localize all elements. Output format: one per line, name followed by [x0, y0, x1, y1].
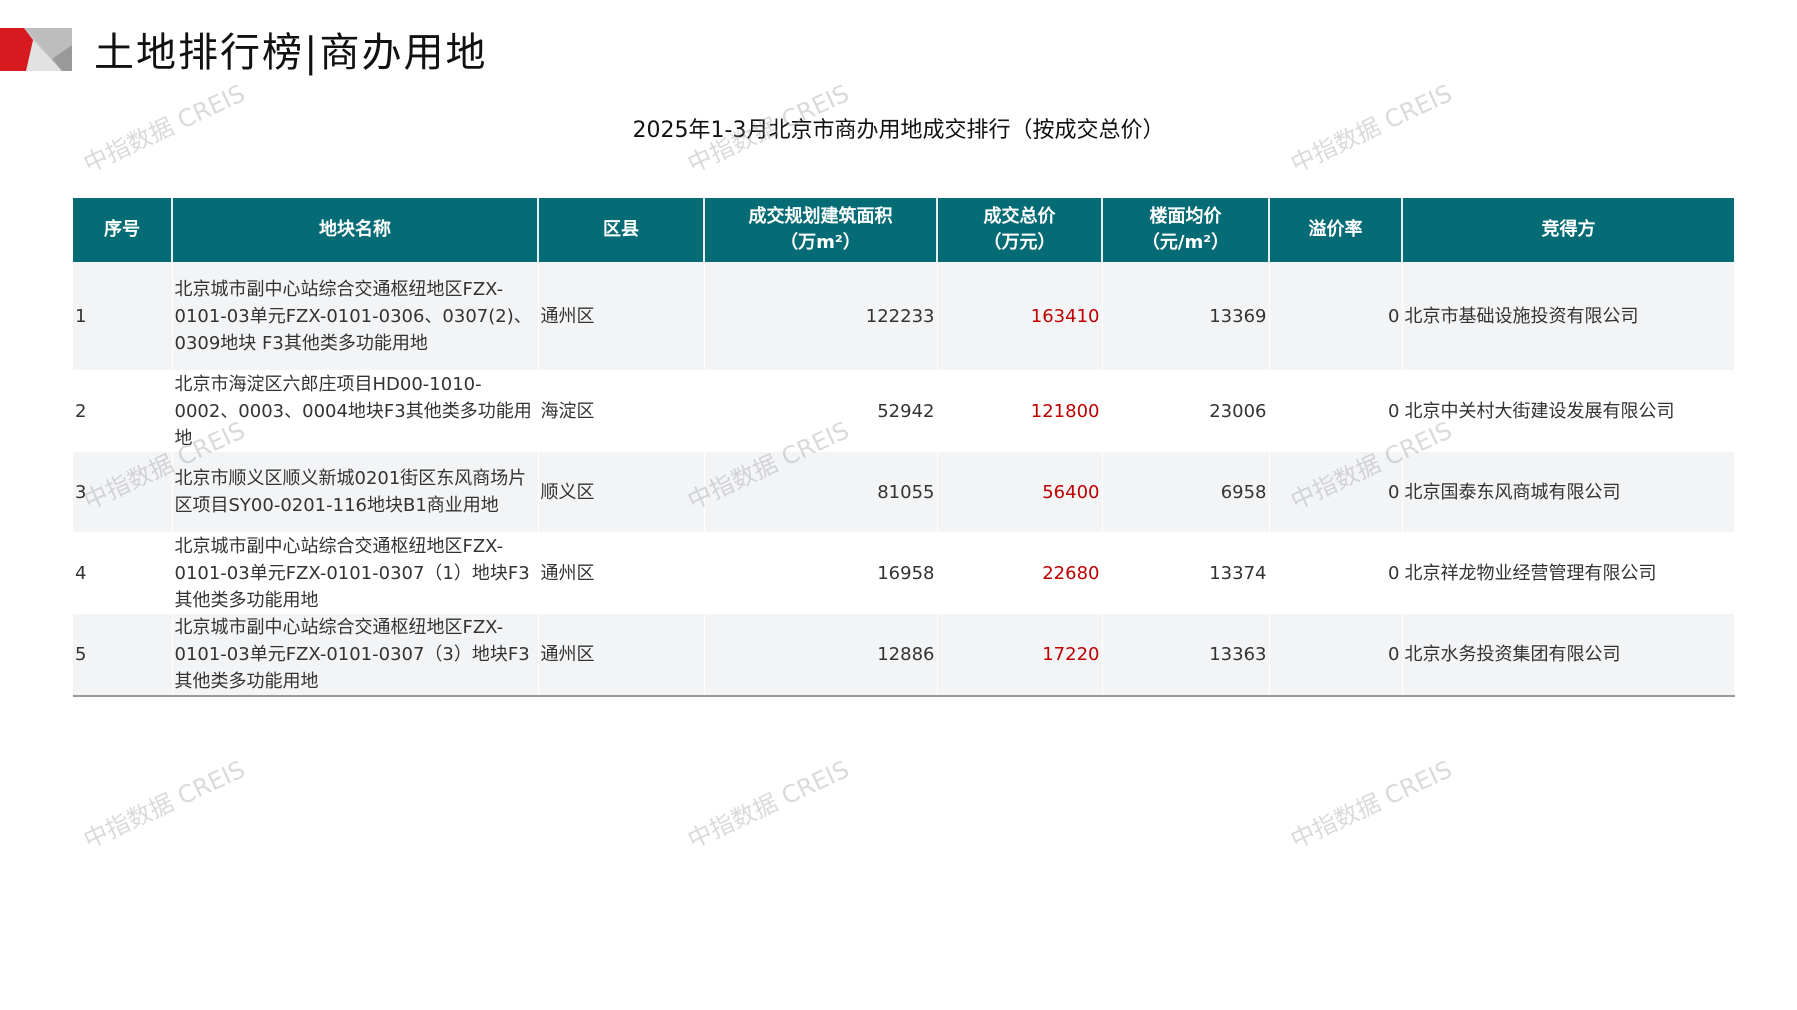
cell-name: 北京城市副中心站综合交通枢纽地区FZX-0101-03单元FZX-0101-03…: [172, 532, 539, 614]
cell-premium: 0: [1269, 262, 1403, 370]
cell-total: 121800: [937, 370, 1103, 452]
column-header-line: 竞得方: [1541, 219, 1596, 240]
column-header-line: 溢价率: [1308, 219, 1363, 240]
column-header: 成交总价 （万元）: [937, 198, 1103, 262]
cell-district: 通州区: [538, 262, 705, 370]
column-header-line: 序号: [104, 219, 140, 240]
column-header-line: 成交总价: [983, 206, 1056, 227]
cell-rank: 4: [73, 532, 173, 614]
cell-name: 北京市顺义区顺义新城0201街区东风商场片区项目SY00-0201-116地块B…: [172, 452, 539, 532]
cell-unit-price: 6958: [1102, 452, 1270, 532]
cell-rank: 2: [73, 370, 173, 452]
table-title: 2025年1-3月北京市商办用地成交排行（按成交总价）: [632, 118, 1165, 143]
cell-area: 16958: [704, 532, 938, 614]
cell-premium: 0: [1269, 532, 1403, 614]
ranking-table: 序号 地块名称 区县 成交规划建筑面积 （万m²） 成交总价 （万元） 楼面均价 （元/m²） 溢…: [73, 198, 1735, 697]
cell-unit-price: 13369: [1102, 262, 1270, 370]
cell-total: 17220: [937, 614, 1103, 697]
cell-unit-price: 23006: [1102, 370, 1270, 452]
table-row: 1 北京城市副中心站综合交通枢纽地区FZX-0101-03单元FZX-0101-0…: [73, 262, 1735, 370]
cell-area: 12886: [704, 614, 938, 697]
cell-winner: 北京祥龙物业经营管理有限公司: [1402, 532, 1735, 614]
cell-name: 北京城市副中心站综合交通枢纽地区FZX-0101-03单元FZX-0101-03…: [172, 614, 539, 697]
table-row: 3 北京市顺义区顺义新城0201街区东风商场片区项目SY00-0201-116地块…: [73, 452, 1735, 532]
column-header: 序号: [73, 198, 173, 262]
cell-total: 56400: [937, 452, 1103, 532]
cell-premium: 0: [1269, 614, 1403, 697]
cell-winner: 北京水务投资集团有限公司: [1402, 614, 1735, 697]
watermark: 中指数据 CREIS: [1286, 755, 1457, 855]
column-header: 楼面均价 （元/m²）: [1102, 198, 1270, 262]
watermark: 中指数据 CREIS: [683, 755, 854, 855]
cell-winner: 北京中关村大街建设发展有限公司: [1402, 370, 1735, 452]
column-header-line: 成交规划建筑面积: [748, 206, 893, 227]
cell-premium: 0: [1269, 452, 1403, 532]
column-header: 溢价率: [1269, 198, 1403, 262]
cell-winner: 北京国泰东风商城有限公司: [1402, 452, 1735, 532]
cell-total: 22680: [937, 532, 1103, 614]
column-header: 区县: [538, 198, 705, 262]
table-row: 5 北京城市副中心站综合交通枢纽地区FZX-0101-03单元FZX-0101-0…: [73, 614, 1735, 697]
column-header: 地块名称: [172, 198, 539, 262]
cell-total: 163410: [937, 262, 1103, 370]
column-header-line: 地块名称: [319, 219, 391, 240]
column-header-line: （万元）: [983, 232, 1056, 253]
cell-district: 通州区: [538, 532, 705, 614]
column-header-line: （万m²）: [780, 232, 861, 253]
cell-unit-price: 13363: [1102, 614, 1270, 697]
cell-district: 顺义区: [538, 452, 705, 532]
cell-district: 海淀区: [538, 370, 705, 452]
table-row: 2 北京市海淀区六郎庄项目HD00-1010-0002、0003、0004地块F3…: [73, 370, 1735, 452]
cell-rank: 1: [73, 262, 173, 370]
column-header: 成交规划建筑面积 （万m²）: [704, 198, 938, 262]
watermark: 中指数据 CREIS: [79, 755, 250, 855]
cell-rank: 3: [73, 452, 173, 532]
table-row: 4 北京城市副中心站综合交通枢纽地区FZX-0101-03单元FZX-0101-0…: [73, 532, 1735, 614]
column-header-line: 区县: [603, 219, 639, 240]
cell-area: 52942: [704, 370, 938, 452]
cell-premium: 0: [1269, 370, 1403, 452]
cell-winner: 北京市基础设施投资有限公司: [1402, 262, 1735, 370]
column-header-line: 楼面均价: [1149, 206, 1222, 227]
cell-area: 81055: [704, 452, 938, 532]
brand-logo: [0, 28, 72, 71]
page-title: 土地排行榜|商办用地: [94, 30, 488, 76]
column-header: 竞得方: [1402, 198, 1734, 262]
cell-name: 北京市海淀区六郎庄项目HD00-1010-0002、0003、0004地块F3其…: [172, 370, 539, 452]
cell-unit-price: 13374: [1102, 532, 1270, 614]
column-header-line: （元/m²）: [1141, 232, 1230, 253]
cell-name: 北京城市副中心站综合交通枢纽地区FZX-0101-03单元FZX-0101-03…: [172, 262, 539, 370]
cell-rank: 5: [73, 614, 173, 697]
cell-district: 通州区: [538, 614, 705, 697]
cell-area: 122233: [704, 262, 938, 370]
